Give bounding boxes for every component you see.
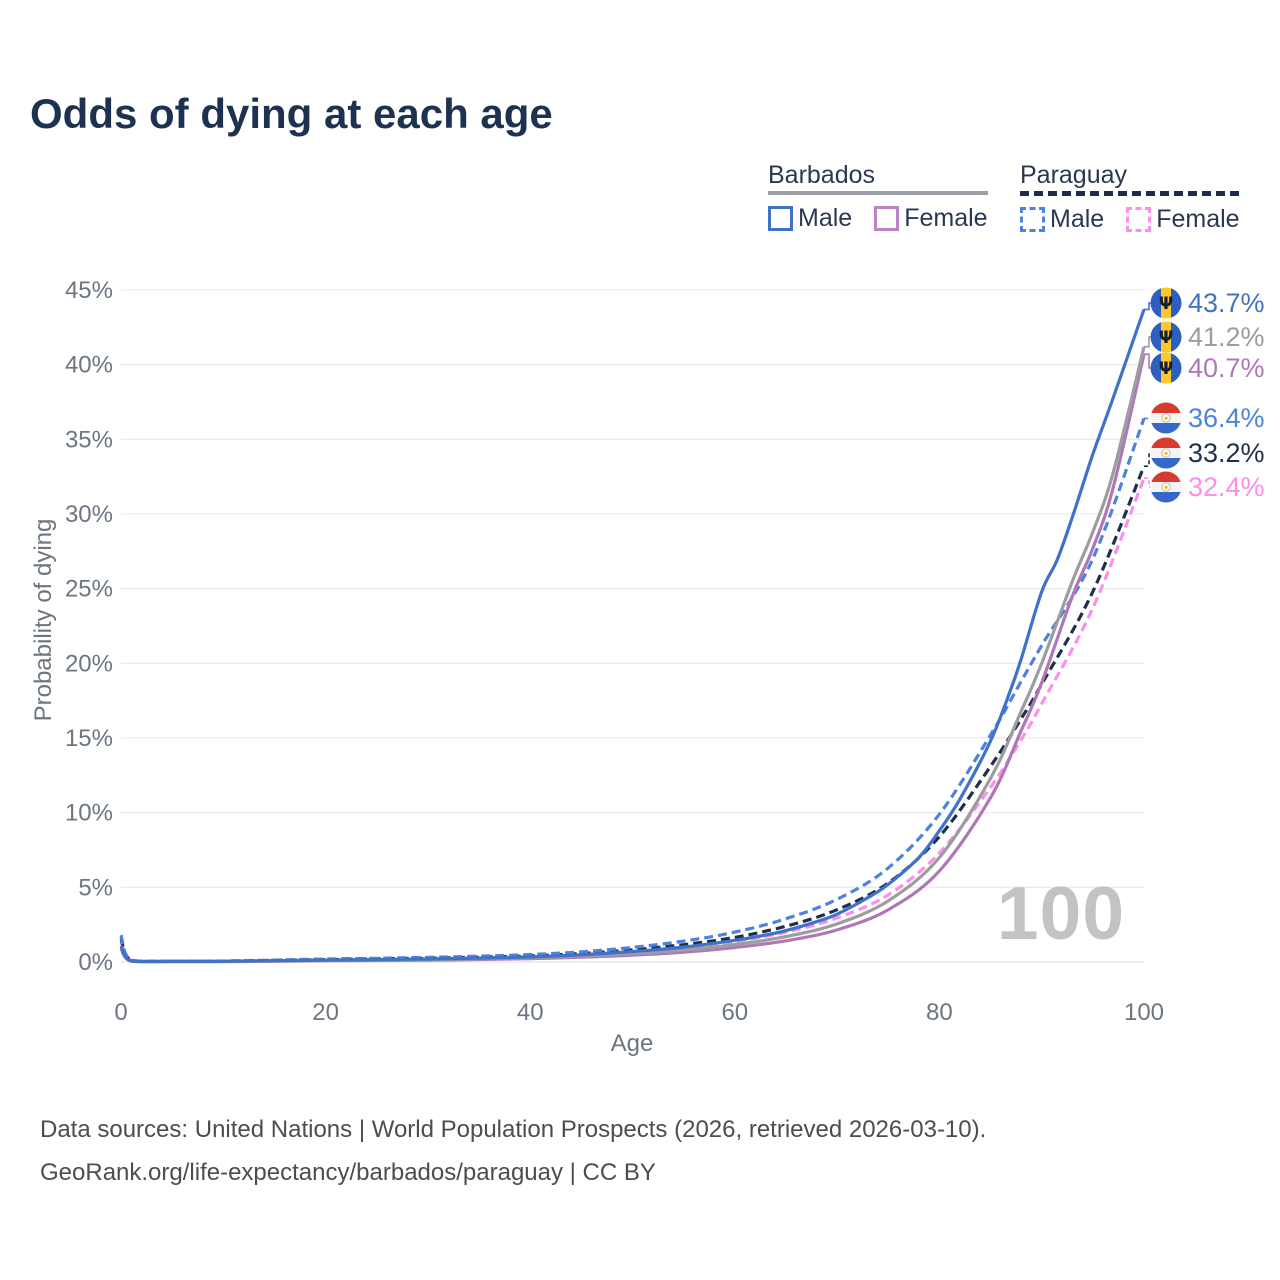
x-tick-label: 40 (517, 999, 544, 1026)
page-title: Odds of dying at each age (30, 90, 553, 137)
y-tick-label: 35% (65, 426, 113, 453)
y-tick-label: 10% (65, 800, 113, 827)
barbados-flag-icon: Ψ (1150, 287, 1182, 319)
legend-item-barbados-male[interactable]: Male (768, 204, 852, 233)
y-tick-label: 5% (78, 874, 113, 901)
legend: Barbados Male Female Paraguay Male (0, 162, 1280, 237)
barbados-female-swatch-icon (874, 206, 900, 231)
end-label-barbados-female: Ψ 40.7% (1150, 351, 1265, 385)
paraguay-flag-icon (1150, 402, 1182, 434)
svg-text:Ψ: Ψ (1159, 359, 1173, 379)
end-label-value: 43.7% (1188, 287, 1265, 318)
y-tick-label: 25% (65, 576, 113, 603)
x-tick-label: 0 (114, 999, 127, 1026)
x-tick-label: 60 (721, 999, 748, 1026)
paraguay-flag-icon (1150, 471, 1182, 503)
x-axis-title: Age (610, 1030, 654, 1057)
end-label-value: 41.2% (1188, 321, 1265, 352)
legend-group-barbados: Barbados Male Female (768, 162, 988, 233)
svg-text:Ψ: Ψ (1159, 294, 1173, 314)
end-label-paraguay-combined: 33.2% (1150, 436, 1265, 470)
end-label-barbados-combined: Ψ 41.2% (1150, 320, 1265, 354)
x-tick-label: 20 (312, 999, 339, 1026)
paraguay-flag-icon (1150, 437, 1182, 469)
end-label-paraguay-female: 32.4% (1150, 470, 1265, 504)
y-tick-label: 0% (78, 949, 113, 976)
y-tick-label: 40% (65, 352, 113, 379)
legend-item-paraguay-female[interactable]: Female (1126, 205, 1240, 234)
series-line-barbados-female (119, 353, 1146, 964)
series-line-paraguay-male (119, 417, 1146, 963)
footer: Data sources: United Nations | World Pop… (40, 1108, 986, 1194)
end-label-value: 33.2% (1188, 437, 1265, 468)
chart-watermark: 100 (996, 871, 1126, 955)
series-line-barbados-male (119, 308, 1146, 964)
legend-underline-barbados (768, 191, 988, 195)
x-tick-label: 80 (926, 999, 953, 1026)
end-label-value: 40.7% (1188, 352, 1265, 383)
x-tick-label: 100 (1124, 999, 1164, 1026)
barbados-male-swatch-icon (768, 206, 793, 231)
y-axis-title: Probability of dying (30, 518, 57, 722)
end-label-barbados-male: Ψ 43.7% (1150, 286, 1265, 320)
legend-country-label-barbados[interactable]: Barbados (768, 161, 876, 189)
footer-data-sources: Data sources: United Nations | World Pop… (40, 1116, 987, 1143)
series-line-paraguay-combined (119, 465, 1146, 963)
end-label-connector (1144, 452, 1154, 467)
y-tick-label: 30% (65, 501, 113, 528)
end-label-value: 36.4% (1188, 402, 1265, 433)
end-label-paraguay-male: 36.4% (1150, 401, 1265, 435)
y-tick-label: 20% (65, 650, 113, 677)
legend-item-barbados-female[interactable]: Female (874, 204, 988, 233)
legend-item-paraguay-male[interactable]: Male (1020, 205, 1104, 234)
legend-country-label-paraguay[interactable]: Paraguay (1020, 161, 1128, 189)
legend-group-paraguay: Paraguay Male Female (1020, 162, 1240, 234)
legend-underline-paraguay (1020, 191, 1240, 196)
series-line-paraguay-female (119, 477, 1146, 963)
barbados-flag-icon: Ψ (1150, 352, 1182, 384)
y-tick-label: 15% (65, 725, 113, 752)
paraguay-male-swatch-icon (1020, 207, 1045, 232)
barbados-flag-icon: Ψ (1150, 321, 1182, 353)
end-label-value: 32.4% (1188, 471, 1265, 502)
svg-text:Ψ: Ψ (1159, 328, 1173, 348)
y-tick-label: 45% (65, 277, 113, 304)
paraguay-female-swatch-icon (1126, 207, 1152, 232)
footer-attribution-link: GeoRank.org/life-expectancy/barbados/par… (40, 1159, 656, 1186)
